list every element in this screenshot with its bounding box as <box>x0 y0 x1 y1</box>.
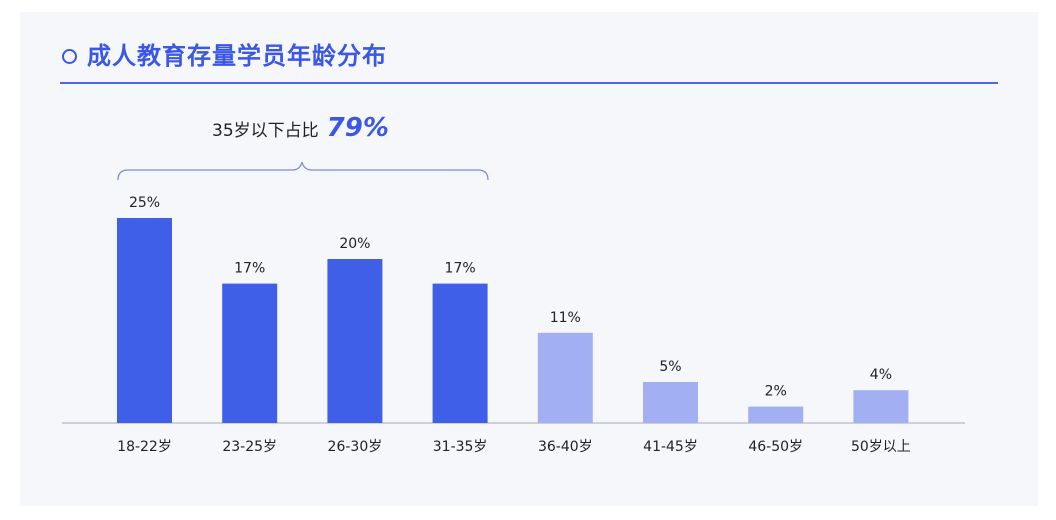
value-label-5: 11% <box>550 310 581 326</box>
annotation-value: 79% <box>326 113 389 143</box>
bar-2 <box>222 283 278 423</box>
category-label-8: 50岁以上 <box>851 439 911 455</box>
bar-1 <box>117 218 172 423</box>
value-label-7: 2% <box>765 384 787 400</box>
under-35-annotation: 35岁以下占比 79% <box>212 113 389 143</box>
category-label-7: 46-50岁 <box>748 439 803 455</box>
category-label-1: 18-22岁 <box>117 439 172 455</box>
title-row: 成人教育存量学员年龄分布 <box>62 38 387 74</box>
value-label-8: 4% <box>870 367 892 383</box>
bar-6 <box>643 382 698 423</box>
value-label-6: 5% <box>659 359 681 375</box>
value-label-2: 17% <box>234 261 265 277</box>
page-title: 成人教育存量学员年龄分布 <box>87 42 387 70</box>
group-bracket <box>117 161 489 181</box>
annotation-text: 35岁以下占比 <box>212 121 319 141</box>
value-label-1: 25% <box>129 195 160 211</box>
category-label-6: 41-45岁 <box>643 439 698 455</box>
bar-5 <box>537 332 593 423</box>
category-label-2: 23-25岁 <box>222 439 277 455</box>
bar-4 <box>432 283 488 423</box>
title-divider <box>60 82 998 84</box>
bar-3 <box>327 259 383 423</box>
bar-8 <box>853 390 909 423</box>
category-label-3: 26-30岁 <box>328 439 383 455</box>
value-label-4: 17% <box>445 261 476 277</box>
value-label-3: 20% <box>339 236 370 252</box>
category-label-5: 36-40岁 <box>538 439 593 455</box>
bar-7 <box>748 406 804 423</box>
circle-bullet-icon <box>62 48 77 64</box>
category-label-4: 31-35岁 <box>433 439 488 455</box>
